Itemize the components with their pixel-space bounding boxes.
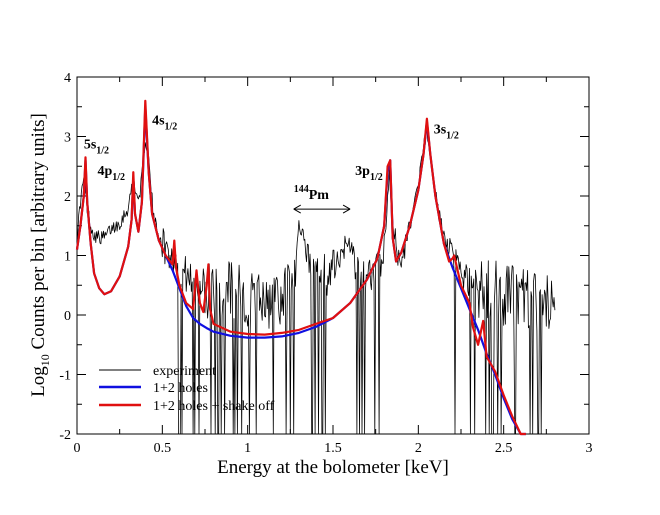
peak-label-3p12: 3p1/2 bbox=[355, 164, 383, 183]
y-tick-label: 4 bbox=[64, 71, 71, 86]
y-tick-label: 0 bbox=[64, 309, 71, 324]
y-tick-label: 1 bbox=[64, 250, 71, 265]
legend-label-holes: 1+2 holes bbox=[153, 381, 208, 396]
series-layer bbox=[75, 99, 556, 436]
y-tick-label: 2 bbox=[64, 190, 71, 205]
y-tick-label: -1 bbox=[59, 369, 71, 384]
x-tick-label: 0 bbox=[74, 441, 81, 456]
x-tick-label: 2.5 bbox=[495, 441, 513, 456]
y-axis-title-sub: 10 bbox=[38, 354, 52, 366]
series-line-2 bbox=[75, 99, 526, 436]
peak-label-4s12: 4s1/2 bbox=[152, 114, 177, 133]
annotation-layer: 5s1/2 4p1/2 4s1/2 3p1/2 3s1/2 144Pm bbox=[84, 114, 459, 214]
pm-arrow-head-left bbox=[293, 204, 301, 214]
x-axis-title: Energy at the bolometer [keV] bbox=[217, 457, 449, 478]
legend: experiment 1+2 holes 1+2 holes + shake o… bbox=[99, 364, 275, 414]
y-axis-title-rest: Counts per bin [arbitrary units] bbox=[28, 113, 49, 354]
peak-label-pm144: 144Pm bbox=[294, 184, 330, 203]
peak-label-3s12: 3s1/2 bbox=[434, 123, 459, 142]
y-tick-label: 3 bbox=[64, 131, 71, 146]
legend-label-experiment: experiment bbox=[153, 364, 216, 379]
pm-arrow-head-right bbox=[342, 204, 351, 214]
y-axis-title-log: Log bbox=[28, 366, 49, 397]
x-tick-label: 1.5 bbox=[324, 441, 342, 456]
y-tick-label: -2 bbox=[59, 428, 71, 443]
peak-label-4p12: 4p1/2 bbox=[97, 164, 125, 183]
y-axis-title: Log10 Counts per bin [arbitrary units] bbox=[28, 113, 52, 397]
x-tick-label: 1 bbox=[244, 441, 251, 456]
peak-label-5s12: 5s1/2 bbox=[84, 137, 109, 156]
legend-label-shakeoff: 1+2 holes + shake off bbox=[153, 399, 275, 414]
x-tick-label: 0.5 bbox=[154, 441, 172, 456]
x-tick-label: 3 bbox=[586, 441, 593, 456]
x-tick-label: 2 bbox=[415, 441, 422, 456]
ticks-layer: 0 0.5 1 1.5 2 2.5 3 -2 -1 0 1 2 3 4 bbox=[59, 71, 592, 456]
